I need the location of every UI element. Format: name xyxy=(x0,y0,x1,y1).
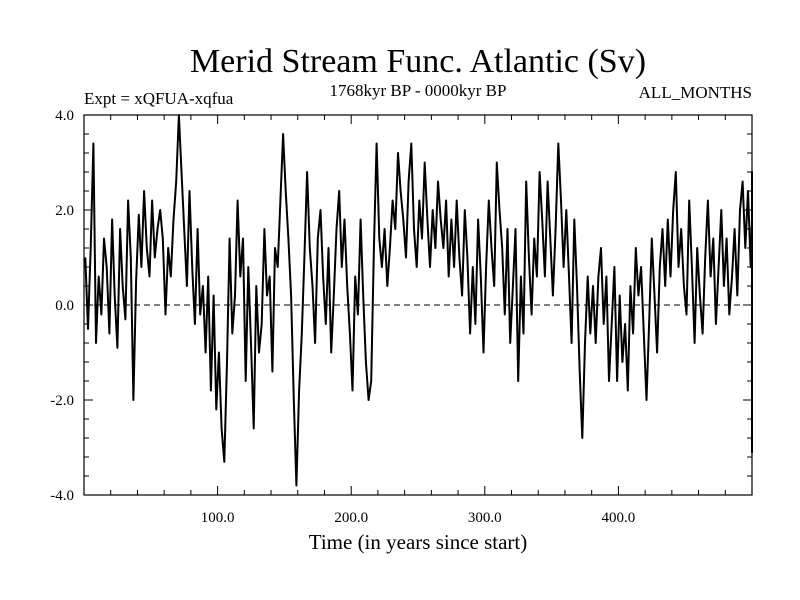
y-tick-label: 0.0 xyxy=(55,298,74,314)
chart-subtitle-left: Expt = xQFUA-xqfua xyxy=(84,89,234,108)
chart-subtitle-right: ALL_MONTHS xyxy=(639,83,752,102)
series-line xyxy=(84,114,753,487)
plot-area xyxy=(83,114,753,496)
x-tick-label: 300.0 xyxy=(468,510,502,526)
x-tick-label: 400.0 xyxy=(602,510,636,526)
x-axis-label: Time (in years since start) xyxy=(309,530,528,554)
y-tick-label: 2.0 xyxy=(55,203,74,219)
x-tick-label: 100.0 xyxy=(201,510,235,526)
y-tick-label: -2.0 xyxy=(50,393,74,409)
y-axis: -4.0 -2.0 0.0 2.0 4.0 xyxy=(50,108,752,504)
chart-subtitle-center: 1768kyr BP - 0000kyr BP xyxy=(330,81,507,100)
chart-title: Merid Stream Func. Atlantic (Sv) xyxy=(190,43,646,80)
y-tick-label: 4.0 xyxy=(55,108,74,124)
x-axis: 100.0 200.0 300.0 400.0 xyxy=(110,115,726,526)
x-tick-label: 200.0 xyxy=(334,510,368,526)
y-tick-label: -4.0 xyxy=(50,488,74,504)
